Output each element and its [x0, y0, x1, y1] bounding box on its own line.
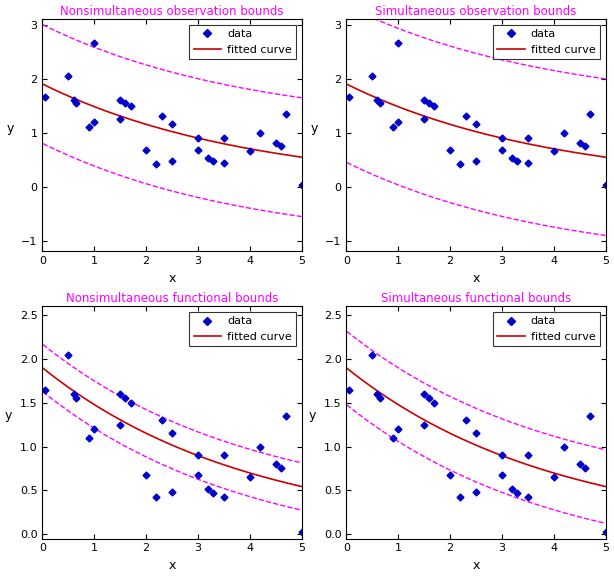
Y-axis label: y: y — [310, 122, 317, 135]
X-axis label: x: x — [472, 559, 480, 572]
Legend: data, fitted curve: data, fitted curve — [189, 312, 296, 346]
Y-axis label: y: y — [309, 410, 316, 422]
Title: Nonsimultaneous functional bounds: Nonsimultaneous functional bounds — [66, 292, 278, 305]
Title: Nonsimultaneous observation bounds: Nonsimultaneous observation bounds — [60, 5, 284, 18]
Title: Simultaneous observation bounds: Simultaneous observation bounds — [375, 5, 577, 18]
X-axis label: x: x — [168, 559, 176, 572]
Y-axis label: y: y — [5, 410, 12, 422]
Legend: data, fitted curve: data, fitted curve — [493, 25, 600, 59]
Title: Simultaneous functional bounds: Simultaneous functional bounds — [381, 292, 571, 305]
Y-axis label: y: y — [6, 122, 14, 135]
X-axis label: x: x — [472, 272, 480, 285]
Legend: data, fitted curve: data, fitted curve — [493, 312, 600, 346]
Legend: data, fitted curve: data, fitted curve — [189, 25, 296, 59]
X-axis label: x: x — [168, 272, 176, 285]
